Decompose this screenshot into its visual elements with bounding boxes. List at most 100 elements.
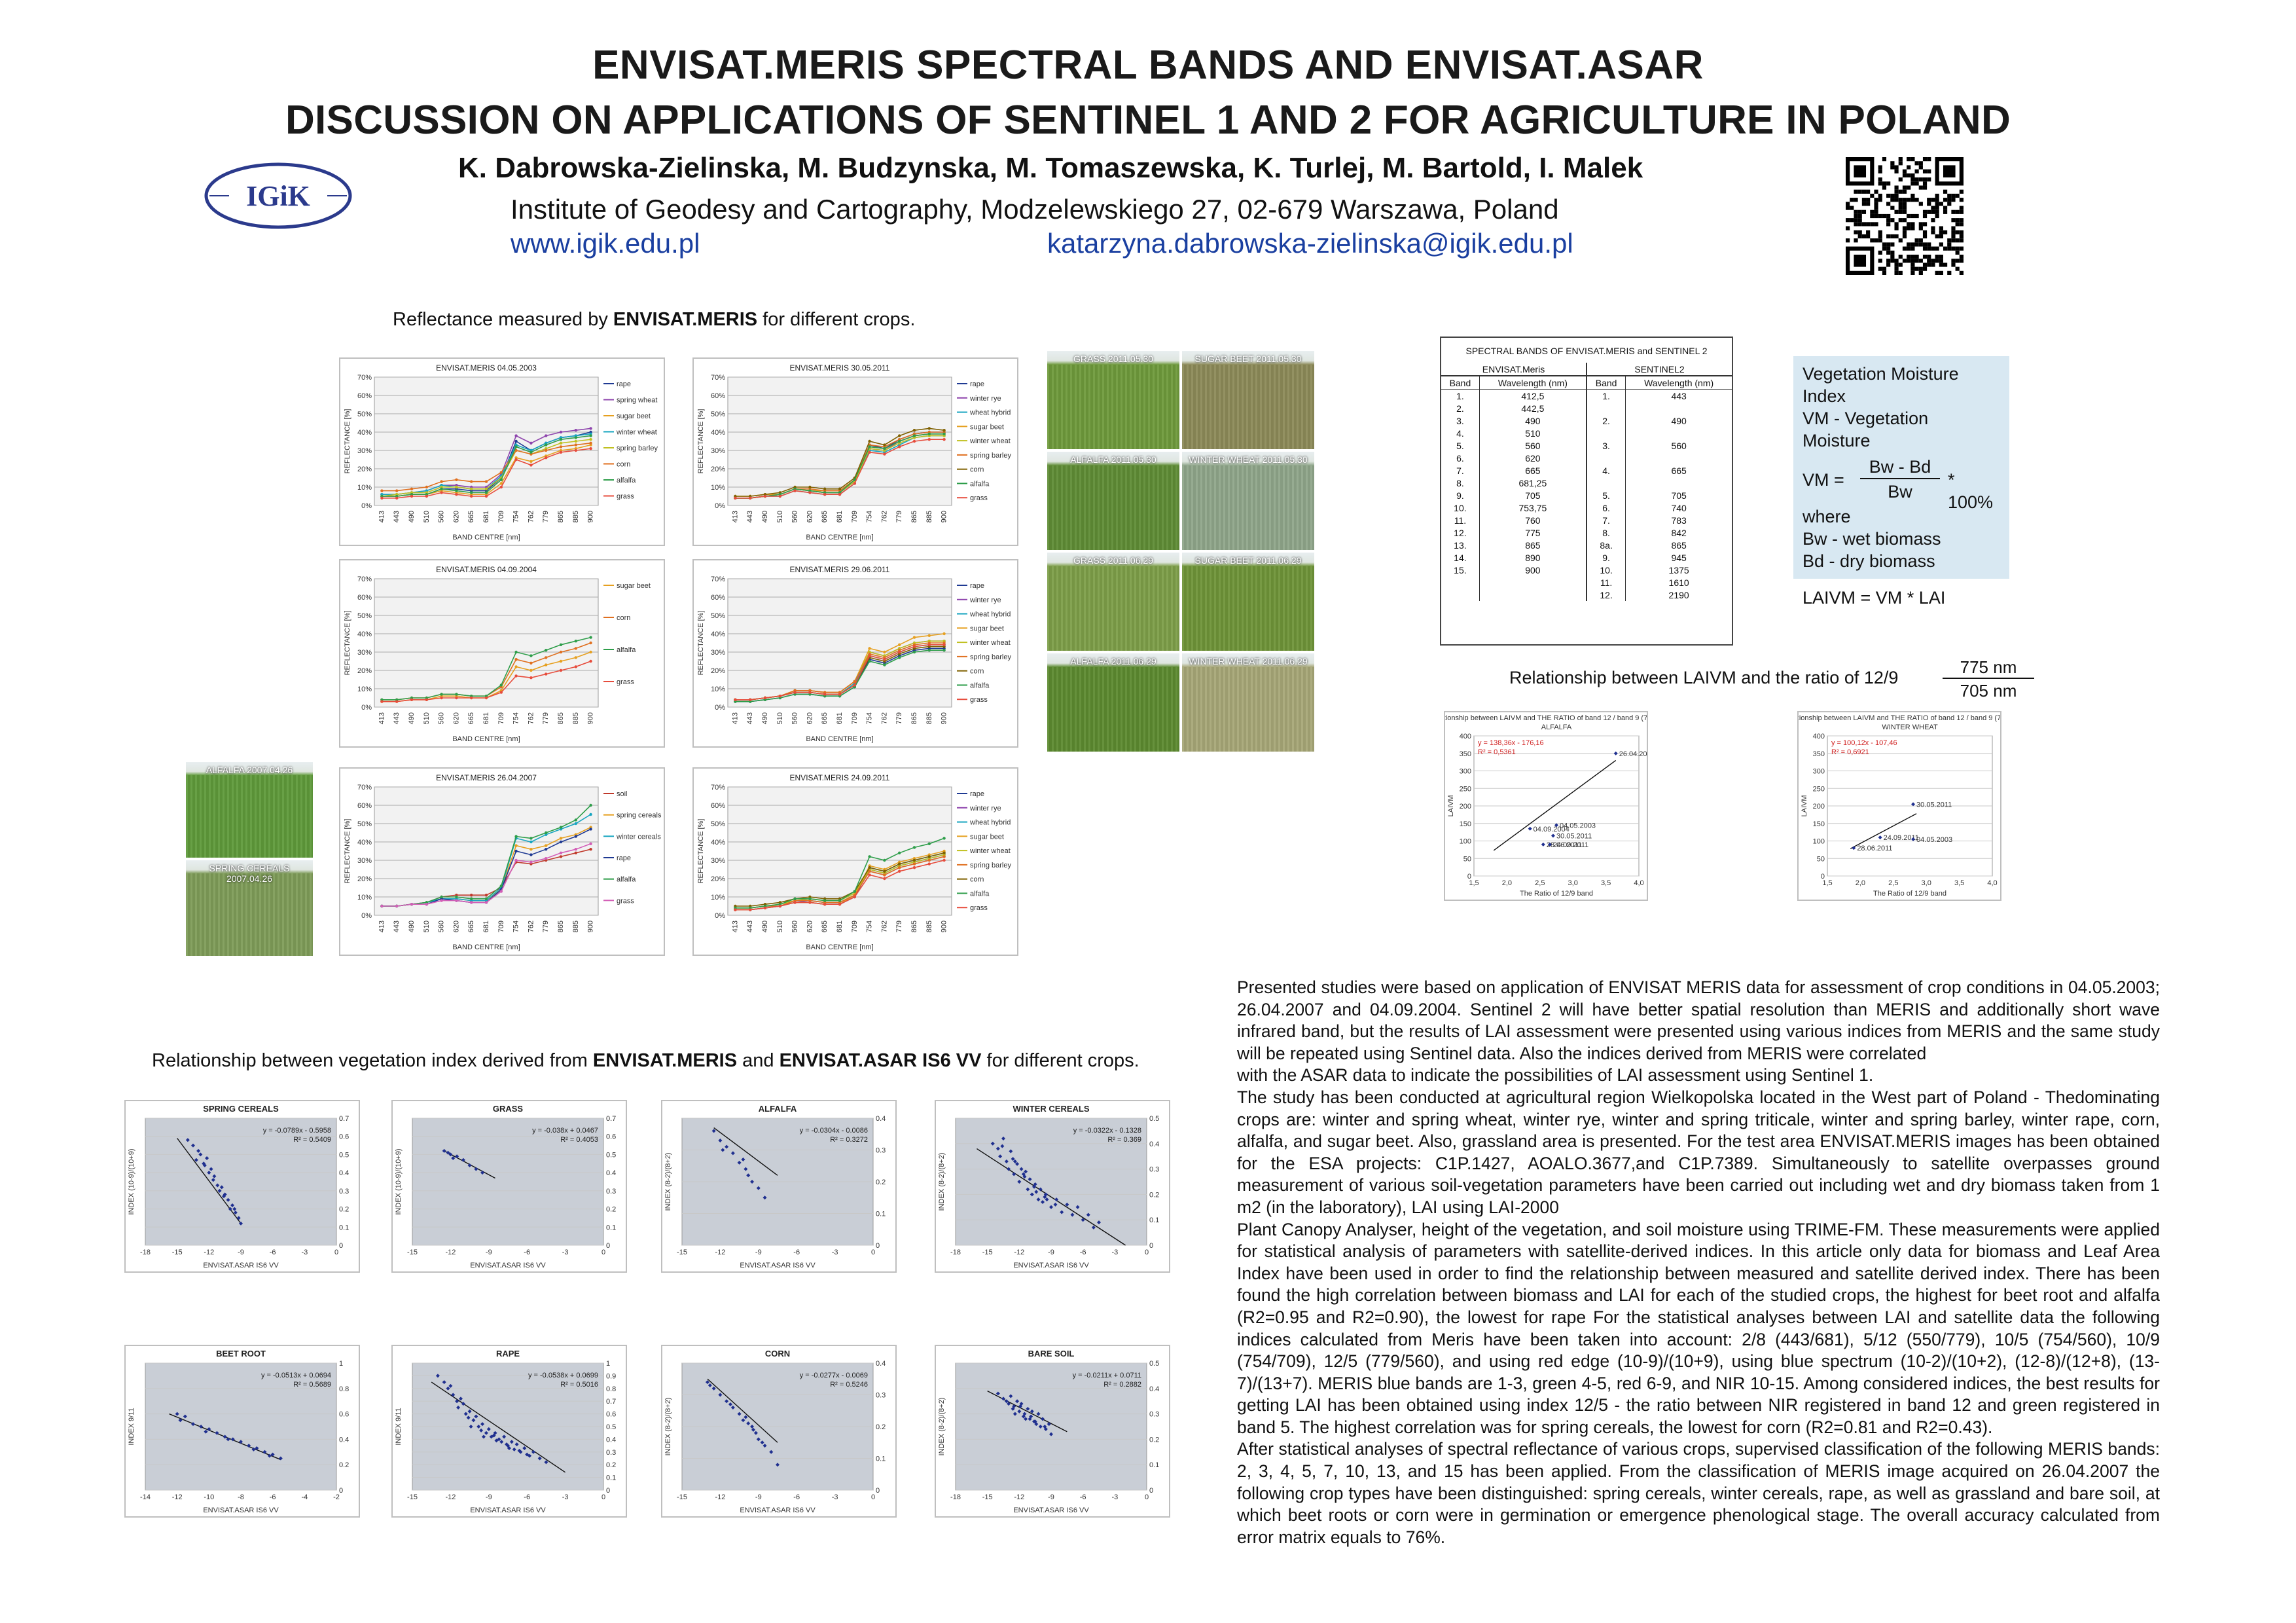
data-point [853, 482, 856, 485]
y-axis-label: INDEX (8-2)/(8+2) [664, 1398, 672, 1456]
x-tick-label: 762 [880, 712, 888, 724]
chart-title: ENVISAT.MERIS 24.09.2011 [790, 773, 890, 782]
table-cell: 13. [1441, 539, 1480, 551]
data-point [1024, 1417, 1028, 1421]
legend-entry: wheat hybrid [969, 819, 1011, 827]
data-point [883, 658, 886, 661]
igik-logo: IGiK [203, 160, 353, 232]
y-tick-label: 0% [715, 912, 725, 920]
data-point [912, 862, 916, 866]
data-point [494, 1438, 499, 1443]
legend-entry: rape [970, 380, 984, 388]
photo-label: ALFALFA 2007.04.26 [206, 765, 293, 775]
data-point [808, 485, 812, 489]
data-point [202, 1163, 207, 1168]
x-tick-label: 560 [438, 921, 446, 932]
y-tick-label: 0.3 [876, 1392, 886, 1400]
data-point [1551, 833, 1555, 838]
x-tick-label: 885 [572, 712, 580, 724]
data-point [883, 858, 886, 862]
data-point [559, 445, 563, 448]
y-tick-label: 0.3 [876, 1147, 886, 1155]
data-point [529, 860, 533, 864]
x-tick-label: 2,0 [1856, 879, 1865, 887]
data-point [194, 1158, 198, 1162]
x-tick-label: 709 [851, 511, 859, 522]
data-point [499, 485, 503, 489]
data-point [380, 496, 384, 500]
x-tick-label: 900 [941, 511, 948, 522]
x-tick-label: 1,5 [1822, 879, 1832, 887]
table-cell: 560 [1525, 440, 1541, 451]
x-tick-label: 560 [791, 712, 799, 724]
data-point [927, 438, 931, 441]
y-tick-label: 30% [357, 857, 372, 865]
y-tick-label: 0% [715, 704, 725, 712]
data-point [455, 693, 458, 696]
y-tick-label: 0.1 [1149, 1461, 1159, 1469]
data-point [484, 494, 488, 498]
data-point [517, 1448, 522, 1453]
y-tick-label: 0.1 [876, 1455, 886, 1463]
email-link[interactable]: katarzyna.dabrowska-zielinska@igik.edu.p… [1047, 228, 1573, 259]
chart-title: Relationship between LAIVM and THE RATIO… [1799, 714, 2000, 722]
x-tick-label: -3 [562, 1493, 569, 1501]
y-tick-label: 400 [1813, 733, 1825, 740]
website-link[interactable]: www.igik.edu.pl [511, 228, 700, 259]
data-point [178, 1418, 183, 1423]
x-tick-label: 665 [821, 712, 829, 724]
data-point [514, 849, 518, 853]
data-point [451, 1393, 456, 1397]
x-tick-label: 3,0 [1922, 879, 1931, 887]
data-point [1017, 1180, 1022, 1184]
chart-title: ENVISAT.MERIS 26.04.2007 [436, 773, 537, 782]
table-cell [1585, 452, 1626, 464]
y-axis-label: INDEX (8-2)/(8+2) [938, 1398, 946, 1456]
x-tick-label: -14 [140, 1493, 151, 1501]
legend-entry: grass [970, 904, 988, 912]
y-tick-label: 0.8 [339, 1385, 349, 1393]
chart-title: ENVISAT.MERIS 29.06.2011 [790, 565, 890, 574]
data-point [425, 494, 428, 498]
vm-denominator: Bw [1888, 482, 1912, 501]
data-point [479, 1428, 484, 1432]
data-point [395, 489, 399, 492]
y-tick-label: 30% [357, 447, 372, 455]
table-cell [1626, 402, 1732, 414]
photo-label: SUGAR BEET 2011.06.29 [1194, 555, 1302, 566]
y-tick-label: 60% [711, 392, 725, 400]
data-point [589, 842, 592, 845]
data-point [730, 1405, 735, 1410]
data-point [868, 855, 871, 858]
legend-entry: grass [617, 897, 634, 905]
data-point [544, 1460, 548, 1465]
data-point [1041, 1417, 1045, 1421]
data-point [380, 904, 384, 908]
chart-subtitle: WINTER WHEAT [1882, 723, 1938, 731]
x-tick-label: -2 [333, 1493, 340, 1501]
table-cell: 412,5 [1521, 390, 1545, 401]
x-tick-label: 885 [925, 921, 933, 932]
data-point [1033, 1182, 1037, 1186]
data-point [529, 450, 533, 454]
x-tick-label: 0 [1145, 1249, 1149, 1256]
data-point [499, 1440, 504, 1444]
data-point [470, 897, 473, 900]
y-axis-label: REFLECTANCE [%] [697, 409, 705, 474]
x-tick-label: 779 [542, 712, 550, 724]
y-tick-label: 0% [361, 502, 372, 510]
x-tick-label: -15 [677, 1249, 687, 1256]
data-point [760, 1440, 764, 1445]
table-row: 12. 775 8. 842 [1441, 526, 1732, 539]
vm-subtitle: VM - Vegetation Moisture [1803, 409, 1929, 450]
data-point [207, 1171, 211, 1175]
data-point [1032, 1184, 1037, 1189]
y-tick-label: 70% [711, 784, 725, 792]
y-tick-label: 20% [357, 667, 372, 675]
plot-area [374, 376, 599, 506]
data-point [1015, 1161, 1020, 1166]
table-cell [1626, 477, 1732, 489]
data-point [559, 851, 563, 854]
data-point [868, 445, 871, 448]
data-point [442, 1380, 446, 1385]
